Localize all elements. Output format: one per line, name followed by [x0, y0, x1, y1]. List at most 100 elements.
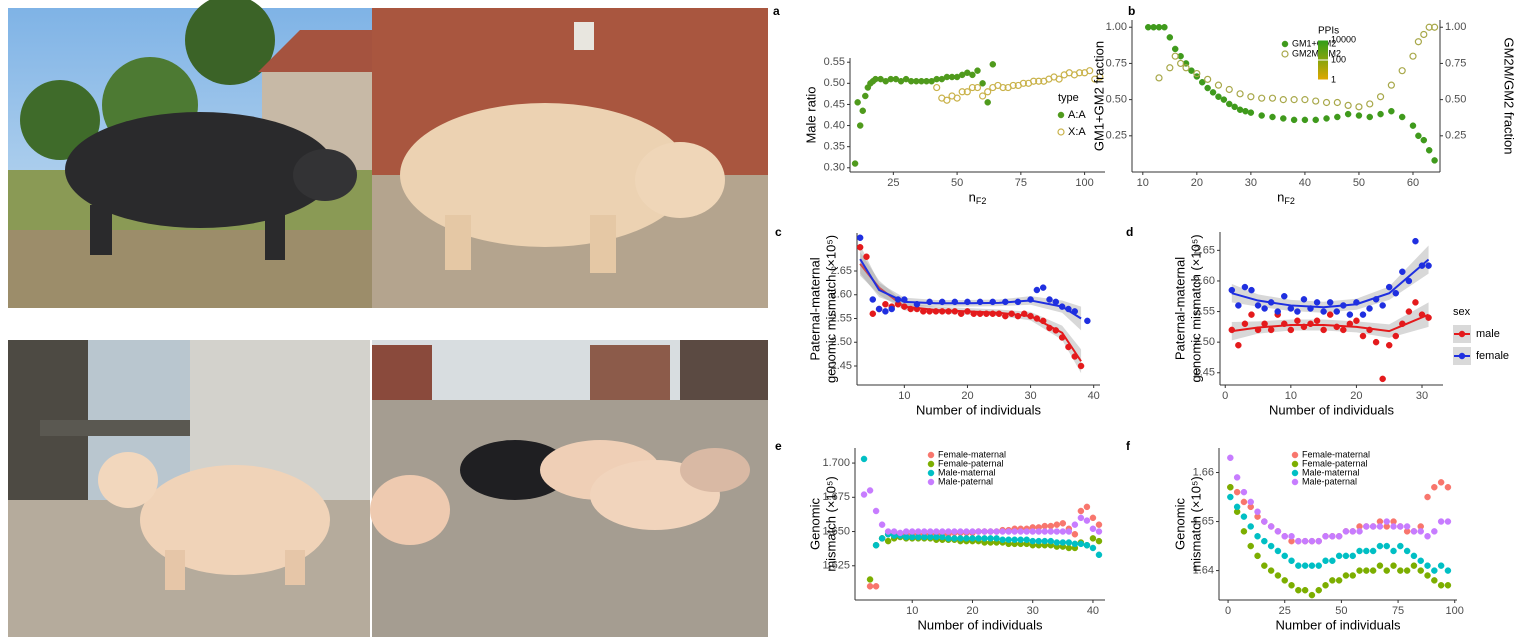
y-axis-title: mismatch (×10⁵)	[823, 476, 838, 571]
point	[1056, 76, 1062, 82]
y-tick-label: 0.25	[1106, 130, 1127, 142]
point	[1334, 100, 1340, 106]
point	[1167, 34, 1173, 40]
confidence-band	[860, 245, 1081, 331]
x-tick-label: 30	[1245, 177, 1257, 189]
x-axis-title: nF2	[1277, 189, 1295, 206]
point	[1445, 582, 1451, 588]
point	[891, 529, 897, 535]
point	[1324, 115, 1330, 121]
point	[982, 529, 988, 535]
x-tick-label: 100	[1075, 177, 1093, 189]
x-tick-label: 20	[1191, 177, 1203, 189]
point	[1308, 321, 1314, 327]
point	[1072, 308, 1078, 314]
point	[1012, 537, 1018, 543]
point	[1054, 522, 1060, 528]
point	[1418, 558, 1424, 564]
x-tick-label: 20	[1350, 390, 1362, 402]
point	[1048, 538, 1054, 544]
point	[1291, 97, 1297, 103]
point	[971, 311, 977, 317]
point	[1018, 529, 1024, 535]
point	[1042, 538, 1048, 544]
point	[867, 487, 873, 493]
point	[1321, 309, 1327, 315]
point	[1295, 538, 1301, 544]
point	[983, 311, 989, 317]
point	[963, 535, 969, 541]
point	[1047, 297, 1053, 303]
x-tick-label: 10	[1137, 177, 1149, 189]
point	[946, 308, 952, 314]
pig-leg	[285, 550, 305, 585]
point	[1042, 529, 1048, 535]
point	[977, 311, 983, 317]
point	[860, 108, 866, 114]
x-axis-title: Number of individuals	[917, 617, 1043, 632]
point	[957, 535, 963, 541]
point	[885, 529, 891, 535]
x-tick-label: 10	[906, 605, 918, 617]
point	[1308, 306, 1314, 312]
point	[1205, 76, 1211, 82]
y-tick-label: 0.50	[1106, 94, 1127, 106]
point	[1373, 296, 1379, 302]
point	[1406, 309, 1412, 315]
y-tick-label: 1.700	[822, 457, 850, 469]
point	[954, 95, 960, 101]
point	[915, 534, 921, 540]
point	[1301, 296, 1307, 302]
point	[1295, 563, 1301, 569]
point	[1012, 529, 1018, 535]
point	[1161, 24, 1167, 30]
x-tick-label: 25	[887, 177, 899, 189]
point	[1006, 537, 1012, 543]
point	[933, 529, 939, 535]
point	[1329, 558, 1335, 564]
point	[1269, 114, 1275, 120]
point	[1426, 263, 1432, 269]
point	[1259, 95, 1265, 101]
point	[975, 529, 981, 535]
legend-marker	[1459, 331, 1465, 337]
point	[1399, 114, 1405, 120]
pipe	[40, 420, 190, 436]
point	[1078, 515, 1084, 521]
point	[873, 583, 879, 589]
legend-title: type	[1058, 92, 1079, 104]
y-axis-title: genomic mismatch (×10⁵)	[1188, 234, 1203, 382]
photo-pig-group	[370, 340, 768, 637]
point	[1215, 94, 1221, 100]
point	[1334, 114, 1340, 120]
point	[852, 161, 858, 167]
point	[1345, 111, 1351, 117]
point	[885, 538, 891, 544]
point	[1340, 327, 1346, 333]
point	[1357, 548, 1363, 554]
y-tick-label: 0.30	[824, 162, 845, 174]
point	[1156, 24, 1162, 30]
point	[1078, 541, 1084, 547]
point	[1030, 538, 1036, 544]
point	[1066, 539, 1072, 545]
point	[897, 530, 903, 536]
y-tick-label: 0.35	[824, 141, 845, 153]
pig-head	[635, 142, 725, 218]
point	[1370, 568, 1376, 574]
point	[1281, 293, 1287, 299]
legend-label: GM1+GM2	[1292, 38, 1336, 48]
point	[1360, 312, 1366, 318]
point	[975, 535, 981, 541]
point	[985, 99, 991, 105]
point	[1384, 568, 1390, 574]
point	[1060, 529, 1066, 535]
point	[1040, 318, 1046, 324]
point	[1084, 542, 1090, 548]
point	[1309, 592, 1315, 598]
pig	[370, 475, 450, 545]
point	[1072, 522, 1078, 528]
point	[1059, 304, 1065, 310]
point	[1370, 523, 1376, 529]
y2-tick-label: 0.75	[1445, 57, 1466, 69]
